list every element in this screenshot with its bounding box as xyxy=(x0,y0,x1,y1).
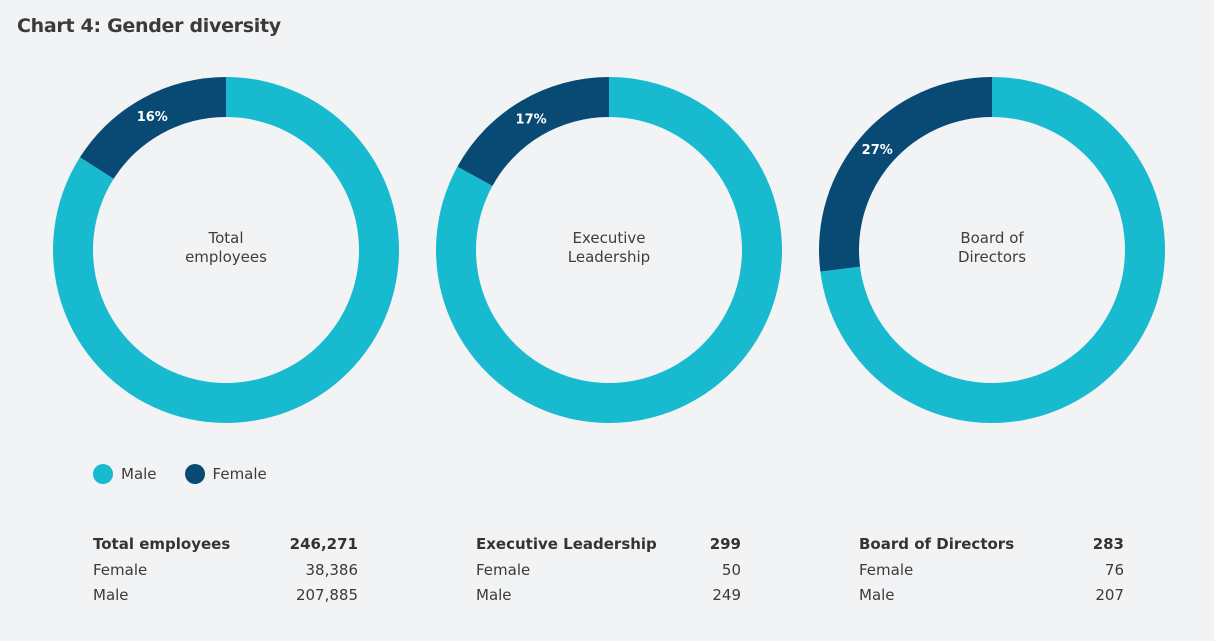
table-heading-row: Executive Leadership 299 xyxy=(476,532,741,558)
slice-female-total-employees xyxy=(79,77,226,179)
table-heading: Executive Leadership xyxy=(476,535,657,553)
legend-swatch-male xyxy=(93,464,113,484)
row-value: 249 xyxy=(712,586,741,604)
table-row: Female 76 xyxy=(859,558,1124,584)
pct-label-female-board-of-directors: 27% xyxy=(862,143,893,158)
table-row: Male 207,885 xyxy=(93,583,358,609)
center-label-executive-leadership: Leadership xyxy=(568,248,650,266)
table-row: Male 249 xyxy=(476,583,741,609)
table-heading: Board of Directors xyxy=(859,535,1015,553)
pct-label-female-executive-leadership: 17% xyxy=(516,112,547,127)
row-label: Male xyxy=(93,586,129,604)
row-value: 76 xyxy=(1104,560,1124,579)
row-value: 38,386 xyxy=(305,560,359,579)
legend-item-female: Female xyxy=(184,464,267,484)
table-heading-row: Board of Directors 283 xyxy=(859,532,1124,558)
legend-label-male: Male xyxy=(121,465,157,483)
table-row: Female 38,386 xyxy=(93,558,358,584)
table-total: 283 xyxy=(1092,535,1124,553)
center-label-total-employees: employees xyxy=(185,248,267,266)
table-total: 299 xyxy=(709,535,741,553)
row-value: 207 xyxy=(1095,586,1124,604)
table-board-of-directors: Board of Directors 283 Female 76 Male 207 xyxy=(859,532,1124,609)
slice-female-executive-leadership xyxy=(457,77,609,186)
center-label-board-of-directors: Board of xyxy=(960,229,1024,247)
legend-item-male: Male xyxy=(93,464,157,484)
table-heading: Total employees xyxy=(93,535,231,553)
center-label-executive-leadership: Executive xyxy=(572,229,645,247)
row-label: Female xyxy=(93,560,148,579)
row-label: Female xyxy=(859,560,914,579)
slice-female-board-of-directors xyxy=(818,77,992,272)
legend-label-female: Female xyxy=(212,465,267,483)
table-row: Female 50 xyxy=(476,558,741,584)
table-heading-row: Total employees 246,271 xyxy=(93,532,358,558)
chart-title: Chart 4: Gender diversity xyxy=(17,15,281,37)
pct-label-female-total-employees: 16% xyxy=(137,110,168,125)
row-value: 50 xyxy=(721,560,741,579)
row-label: Female xyxy=(476,560,531,579)
row-label: Male xyxy=(859,586,895,604)
table-total: 246,271 xyxy=(289,535,358,553)
table-row: Male 207 xyxy=(859,583,1124,609)
row-label: Male xyxy=(476,586,512,604)
center-label-total-employees: Total xyxy=(207,229,243,247)
table-total-employees: Total employees 246,271 Female 38,386 Male… xyxy=(93,532,358,609)
legend: Male Female xyxy=(93,464,267,484)
row-value: 207,885 xyxy=(295,586,358,604)
table-executive-leadership: Executive Leadership 299 Female 50 Male 249 xyxy=(476,532,741,609)
legend-swatch-female xyxy=(184,464,205,484)
center-label-board-of-directors: Directors xyxy=(958,248,1026,266)
